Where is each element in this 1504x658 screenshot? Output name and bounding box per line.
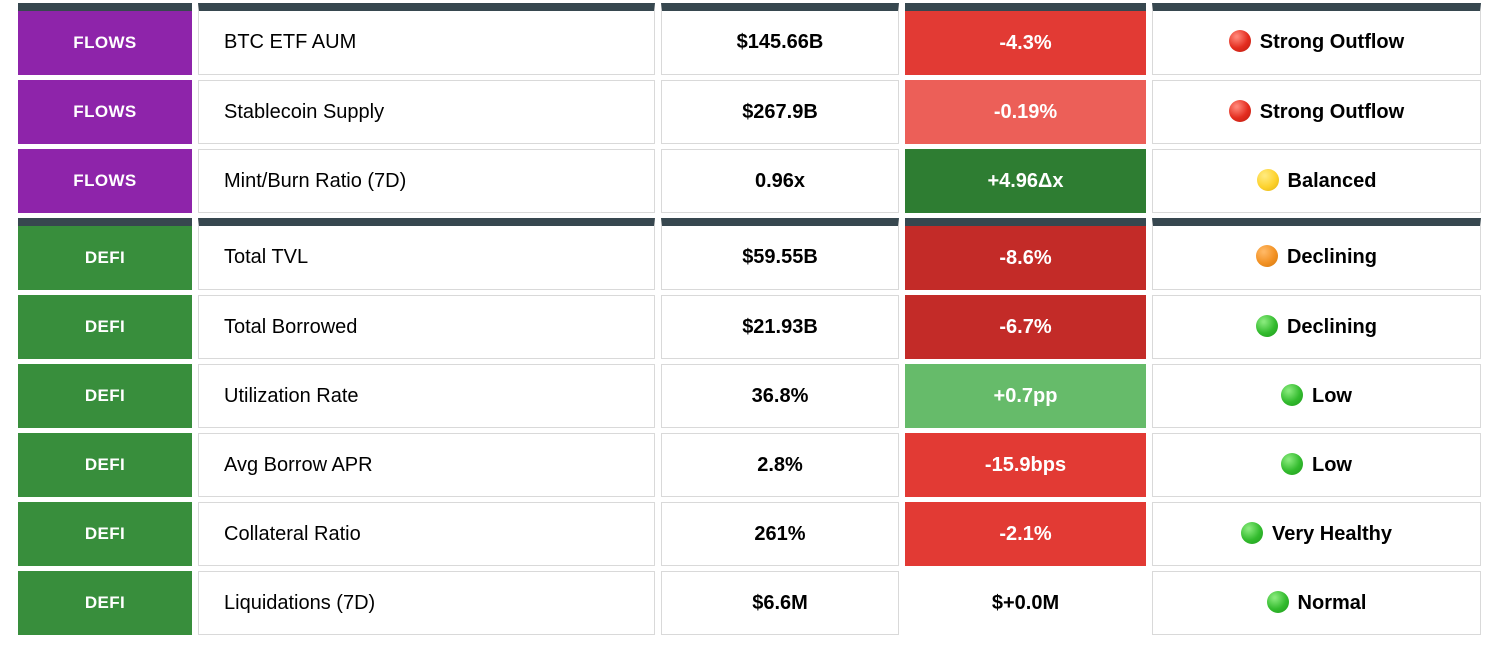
- category-badge: DEFI: [18, 364, 192, 428]
- metric-value: 0.96x: [661, 149, 899, 213]
- category-badge: FLOWS: [18, 149, 192, 213]
- metric-name: Stablecoin Supply: [198, 80, 655, 144]
- metric-change: +0.7pp: [905, 364, 1146, 428]
- metric-change: -8.6%: [905, 218, 1146, 290]
- metric-change: -15.9bps: [905, 433, 1146, 497]
- category-badge: DEFI: [18, 295, 192, 359]
- status-dot-icon: [1266, 590, 1289, 613]
- table-row: DEFI Utilization Rate 36.8% +0.7pp Low: [18, 364, 1481, 428]
- category-badge: DEFI: [18, 502, 192, 566]
- metric-change: -6.7%: [905, 295, 1146, 359]
- metric-change: -4.3%: [905, 3, 1146, 75]
- status-label: Declining: [1286, 246, 1377, 269]
- status-label: Balanced: [1287, 169, 1377, 192]
- status-dot-icon: [1255, 314, 1278, 337]
- metric-status: Strong Outflow: [1152, 80, 1481, 144]
- status-dot-icon: [1281, 452, 1303, 475]
- category-badge: FLOWS: [18, 3, 192, 75]
- metric-value: 2.8%: [661, 433, 899, 497]
- status-label: Very Healthy: [1271, 522, 1393, 545]
- metric-value: $267.9B: [661, 80, 899, 144]
- metrics-table-body: FLOWS BTC ETF AUM $145.66B -4.3% Strong …: [18, 3, 1481, 635]
- metric-status: Balanced: [1152, 149, 1481, 213]
- metric-status: Declining: [1152, 295, 1481, 359]
- status-dot-icon: [1281, 383, 1303, 406]
- metric-value: $145.66B: [661, 3, 899, 75]
- status-label: Declining: [1286, 315, 1377, 338]
- status-dot-icon: [1255, 245, 1278, 268]
- metric-status: Very Healthy: [1152, 502, 1481, 566]
- metric-name: Total TVL: [198, 218, 655, 290]
- status-dot-icon: [1228, 99, 1251, 122]
- metric-name: BTC ETF AUM: [198, 3, 655, 75]
- metric-name: Collateral Ratio: [198, 502, 655, 566]
- metric-status: Normal: [1152, 571, 1481, 635]
- status-dot-icon: [1228, 30, 1251, 53]
- metric-name: Mint/Burn Ratio (7D): [198, 149, 655, 213]
- category-badge: DEFI: [18, 571, 192, 635]
- status-label: Strong Outflow: [1259, 31, 1405, 54]
- metric-name: Total Borrowed: [198, 295, 655, 359]
- status-label: Low: [1312, 453, 1352, 476]
- metrics-table: FLOWS BTC ETF AUM $145.66B -4.3% Strong …: [12, 0, 1487, 640]
- metric-value: 261%: [661, 502, 899, 566]
- status-dot-icon: [1256, 168, 1279, 191]
- metric-name: Utilization Rate: [198, 364, 655, 428]
- metric-name: Avg Borrow APR: [198, 433, 655, 497]
- status-dot-icon: [1240, 521, 1263, 544]
- metric-status: Low: [1152, 364, 1481, 428]
- metric-value: $59.55B: [661, 218, 899, 290]
- status-label: Strong Outflow: [1259, 100, 1405, 123]
- metric-status: Strong Outflow: [1152, 3, 1481, 75]
- metric-change: $+0.0M: [905, 571, 1146, 635]
- table-row: FLOWS Mint/Burn Ratio (7D) 0.96x +4.96Δx…: [18, 149, 1481, 213]
- table-row: FLOWS BTC ETF AUM $145.66B -4.3% Strong …: [18, 3, 1481, 75]
- table-row: DEFI Avg Borrow APR 2.8% -15.9bps Low: [18, 433, 1481, 497]
- metric-status: Declining: [1152, 218, 1481, 290]
- table-row: DEFI Total TVL $59.55B -8.6% Declining: [18, 218, 1481, 290]
- category-badge: DEFI: [18, 433, 192, 497]
- metric-value: 36.8%: [661, 364, 899, 428]
- metric-status: Low: [1152, 433, 1481, 497]
- metric-change: -2.1%: [905, 502, 1146, 566]
- table-row: DEFI Total Borrowed $21.93B -6.7% Declin…: [18, 295, 1481, 359]
- status-label: Low: [1312, 384, 1352, 407]
- table-row: FLOWS Stablecoin Supply $267.9B -0.19% S…: [18, 80, 1481, 144]
- table-row: DEFI Liquidations (7D) $6.6M $+0.0M Norm…: [18, 571, 1481, 635]
- metric-change: +4.96Δx: [905, 149, 1146, 213]
- status-label: Normal: [1297, 591, 1367, 614]
- metric-name: Liquidations (7D): [198, 571, 655, 635]
- metric-change: -0.19%: [905, 80, 1146, 144]
- metric-value: $6.6M: [661, 571, 899, 635]
- category-badge: DEFI: [18, 218, 192, 290]
- metric-value: $21.93B: [661, 295, 899, 359]
- category-badge: FLOWS: [18, 80, 192, 144]
- table-row: DEFI Collateral Ratio 261% -2.1% Very He…: [18, 502, 1481, 566]
